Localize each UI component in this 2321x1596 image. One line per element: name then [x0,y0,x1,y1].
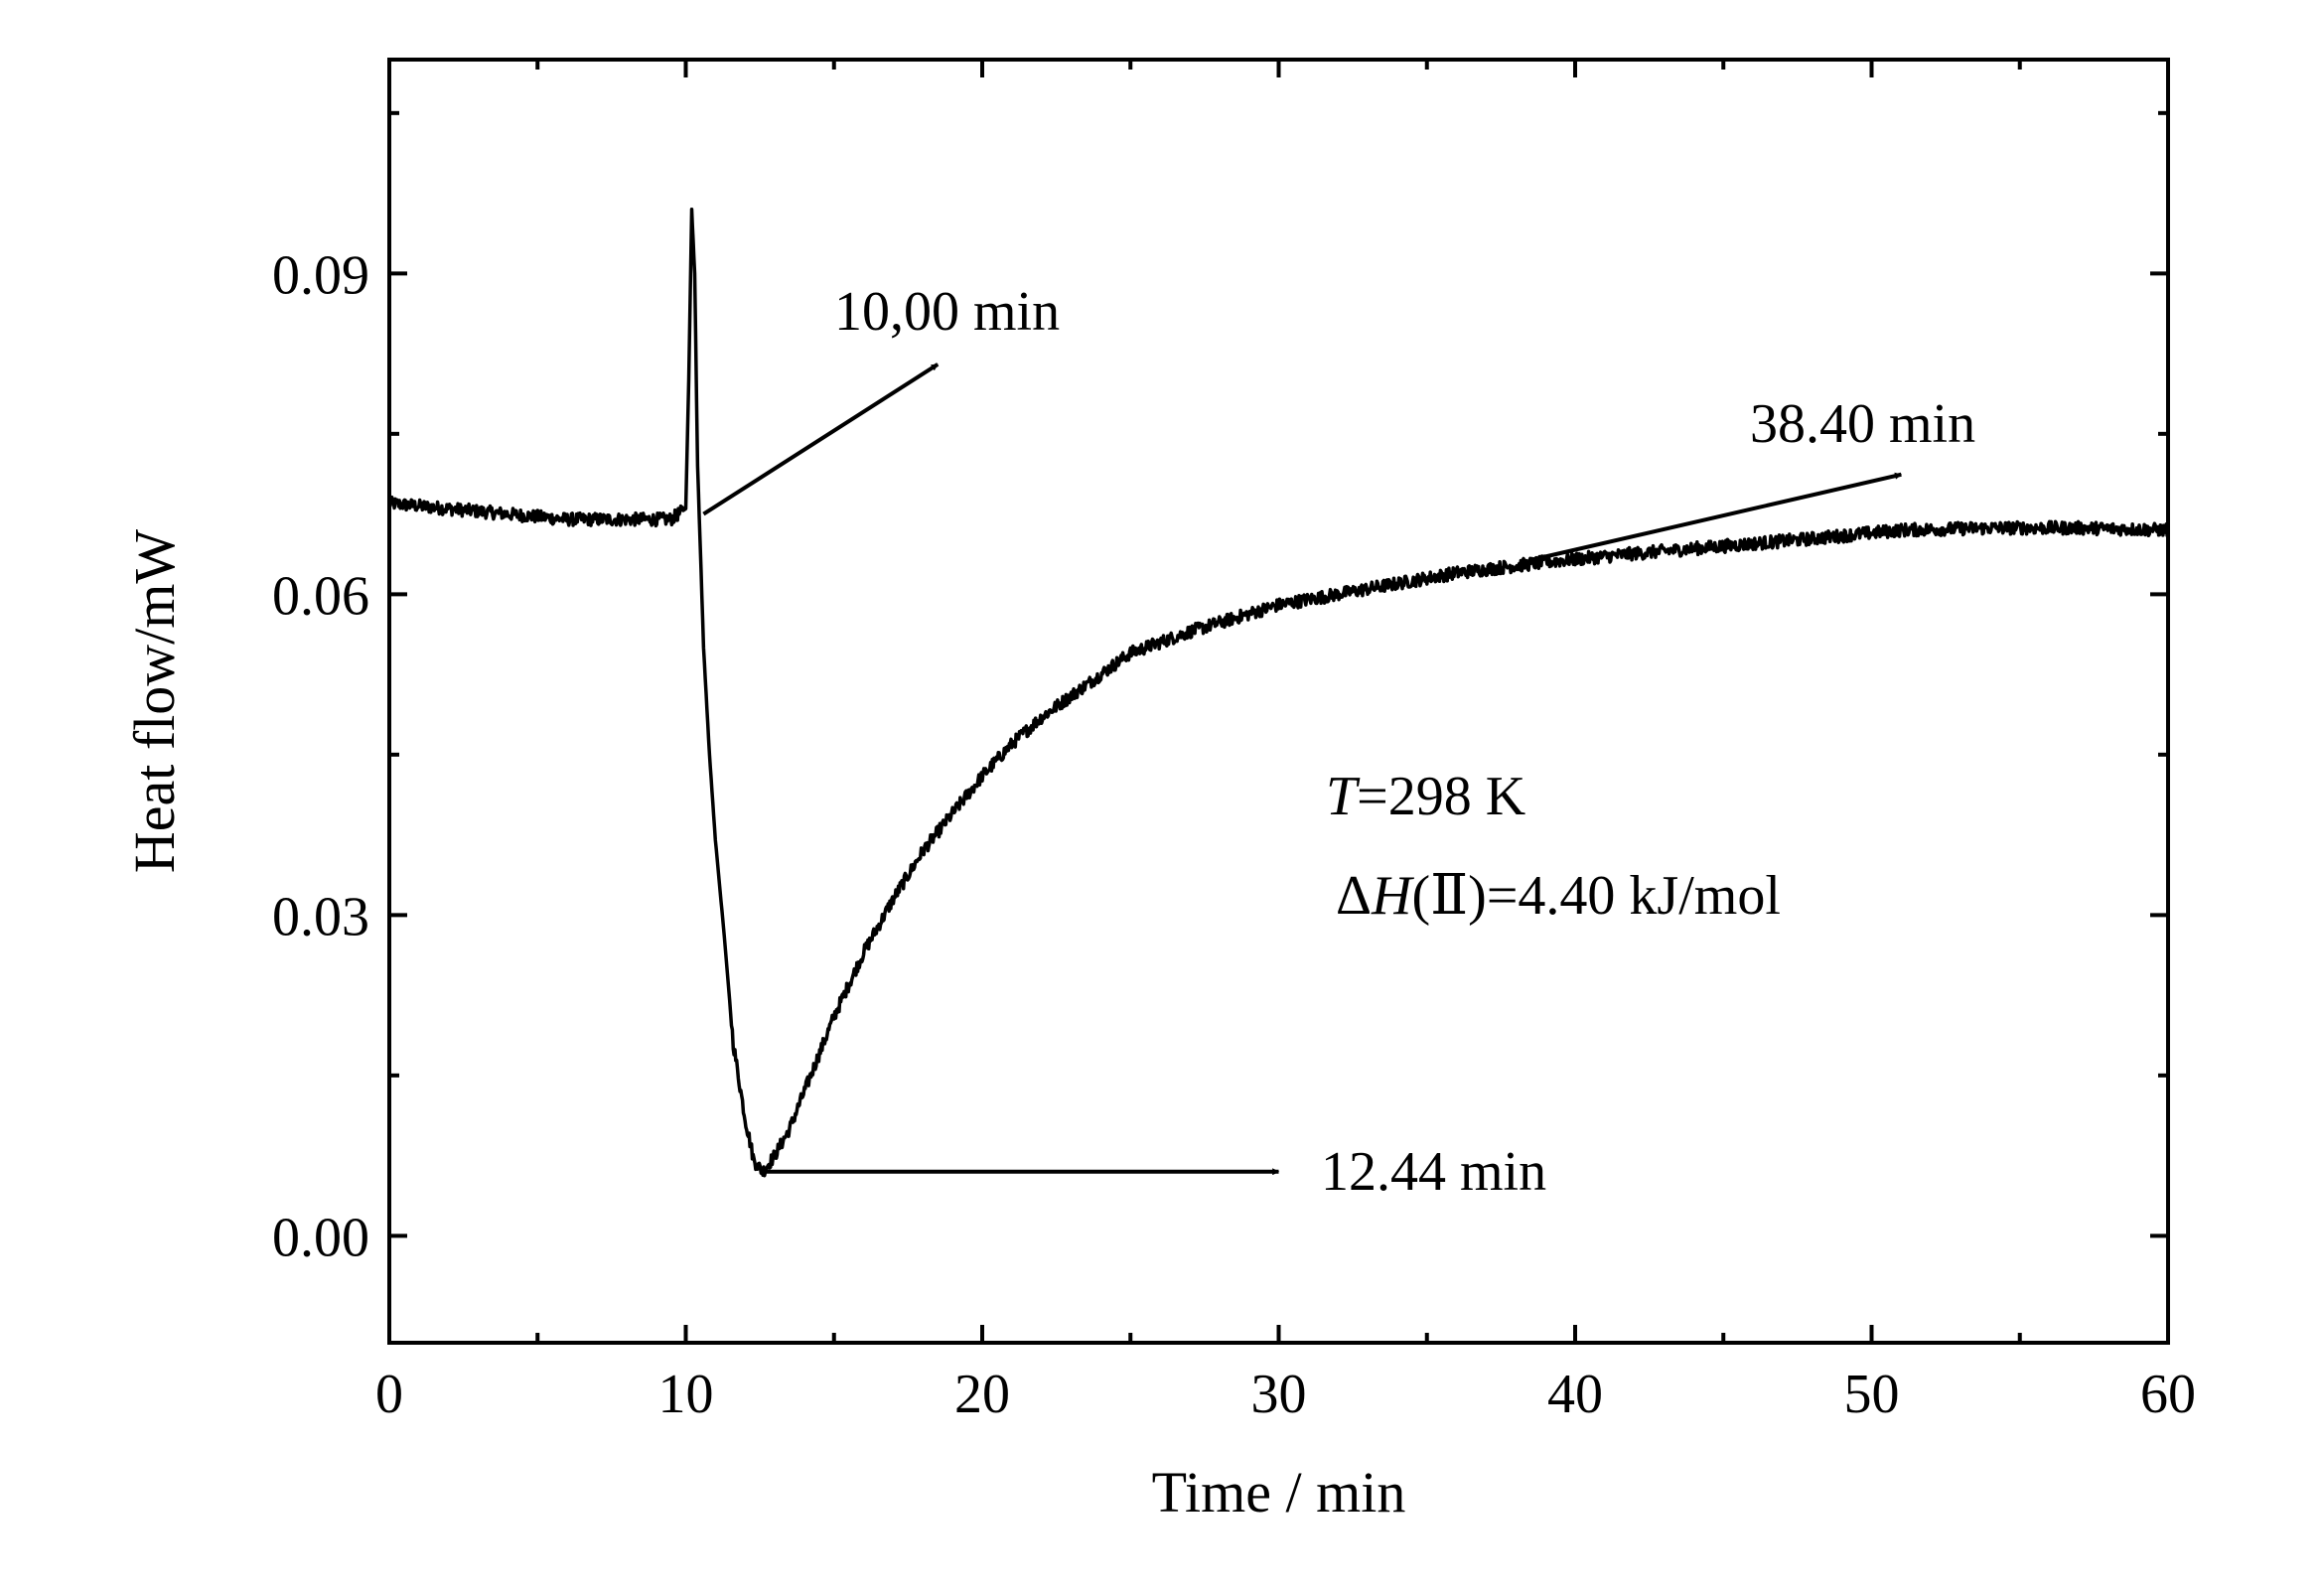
heat-flow-curve [387,207,2170,1178]
x-tick-label: 30 [1251,1364,1307,1425]
annotation-label: 38.40 min [1750,393,1975,455]
y-tick-label: 0.00 [272,1207,369,1268]
x-tick-label: 0 [375,1364,403,1425]
plot-frame [387,58,2170,1345]
annotation-arrow [1529,472,1903,562]
x-tick-label: 60 [2140,1364,2196,1425]
x-axis-title: Time / min [1152,1460,1406,1524]
temperature-symbol: T [1326,766,1361,827]
x-tick-label: 10 [658,1364,714,1425]
enthalpy-value: (Ⅱ)=4.40 kJ/mol [1411,865,1780,927]
y-tick-label: 0.06 [272,565,369,627]
temperature-value: =298 K [1357,766,1525,827]
annotation-label: 10,00 min [834,281,1060,343]
annotation-arrow [702,363,940,516]
enthalpy-condition: ΔH(Ⅱ)=4.40 kJ/mol [1336,865,1781,927]
annotation-label: 12.44 min [1321,1141,1546,1203]
x-tick-label: 40 [1547,1364,1603,1425]
x-tick-label: 50 [1844,1364,1900,1425]
enthalpy-symbol: H [1371,865,1414,927]
x-tick-label: 20 [954,1364,1010,1425]
enthalpy-delta: Δ [1336,865,1372,927]
y-tick-label: 0.03 [272,886,369,947]
temperature-condition: T=298 K [1326,766,1525,827]
y-tick-label: 0.09 [272,244,369,306]
y-axis-title: Heat flow/mW [122,529,187,874]
